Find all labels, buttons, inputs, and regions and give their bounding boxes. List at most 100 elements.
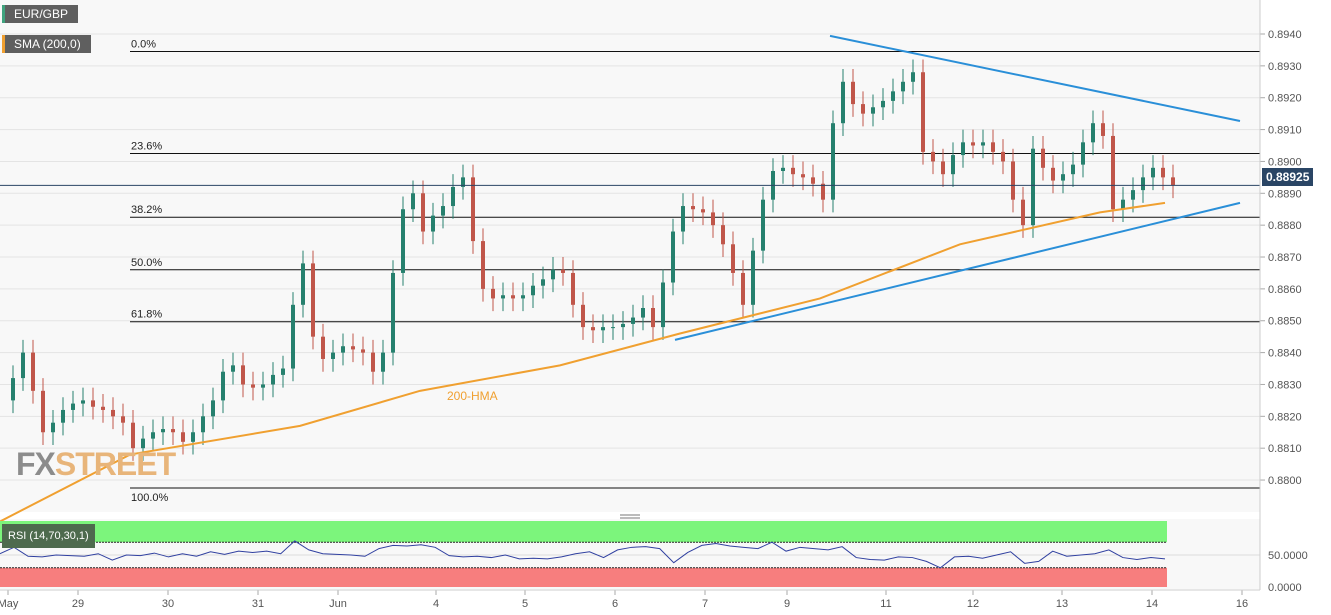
candle-body bbox=[151, 432, 155, 439]
y-tick-label: 0.8830 bbox=[1268, 379, 1302, 391]
candle-body bbox=[351, 346, 355, 350]
candle-body bbox=[721, 225, 725, 245]
candle-body bbox=[1091, 123, 1095, 143]
candle-body bbox=[111, 409, 115, 417]
candle-body bbox=[1151, 167, 1155, 178]
candle-body bbox=[541, 279, 545, 286]
candle-body bbox=[431, 215, 435, 232]
y-tick-label: 0.8940 bbox=[1268, 29, 1302, 41]
candle-body bbox=[161, 429, 165, 433]
y-tick-label: 0.8810 bbox=[1268, 443, 1302, 455]
candle-body bbox=[801, 174, 805, 178]
candle-body bbox=[51, 422, 55, 433]
candle-body bbox=[571, 272, 575, 305]
trendline bbox=[674, 201, 1241, 341]
x-tick-label: 6 bbox=[612, 598, 618, 610]
candle-body bbox=[1051, 167, 1055, 181]
candle-body bbox=[381, 352, 385, 372]
candle-body bbox=[281, 368, 285, 375]
candle-body bbox=[871, 107, 875, 114]
candle-body bbox=[1171, 177, 1175, 186]
symbol-text: EUR/GBP bbox=[14, 7, 69, 21]
candle-body bbox=[1121, 199, 1125, 210]
candle-body bbox=[81, 400, 85, 404]
candle-body bbox=[991, 142, 995, 152]
fib-level-label: 61.8% bbox=[131, 309, 162, 321]
y-tick-label: 0.8860 bbox=[1268, 284, 1302, 296]
candle-body bbox=[901, 81, 905, 92]
candle-body bbox=[261, 384, 265, 388]
candle-body bbox=[191, 432, 195, 442]
candle-body bbox=[251, 384, 255, 388]
x-tick-label: 5 bbox=[522, 598, 528, 610]
candle-body bbox=[1031, 148, 1035, 226]
candle-body bbox=[781, 167, 785, 171]
rsi-tick-label: 50.0000 bbox=[1268, 550, 1308, 562]
candle-body bbox=[1131, 190, 1135, 200]
y-tick-label: 0.8850 bbox=[1268, 316, 1302, 328]
candle-body bbox=[221, 371, 225, 401]
candle-body bbox=[731, 244, 735, 273]
candle-body bbox=[601, 327, 605, 331]
candle-body bbox=[501, 295, 505, 299]
candle-body bbox=[1101, 123, 1105, 136]
candle-body bbox=[631, 317, 635, 324]
hma-200-line bbox=[0, 201, 1166, 523]
rsi-label[interactable]: RSI (14,70,30,1) bbox=[2, 524, 95, 548]
candle-body bbox=[181, 432, 185, 442]
y-tick-label: 0.8800 bbox=[1268, 475, 1302, 487]
candle-body bbox=[451, 186, 455, 207]
candle-body bbox=[331, 352, 335, 359]
symbol-label[interactable]: EUR/GBP bbox=[2, 5, 79, 23]
pane-resize-handle[interactable] bbox=[620, 514, 640, 519]
candle-body bbox=[611, 327, 615, 329]
candle-body bbox=[741, 272, 745, 305]
candle-body bbox=[241, 365, 245, 385]
y-tick-label: 0.8900 bbox=[1268, 156, 1302, 168]
candle-body bbox=[271, 374, 275, 385]
rsi-oversold-zone bbox=[0, 567, 1167, 587]
trendline bbox=[829, 34, 1241, 122]
candle-body bbox=[881, 100, 885, 108]
candle-body bbox=[681, 206, 685, 232]
x-tick-label: 30 bbox=[162, 598, 174, 610]
candle-body bbox=[941, 161, 945, 175]
y-tick-label: 0.8840 bbox=[1268, 348, 1302, 360]
candle-body bbox=[841, 81, 845, 124]
candle-body bbox=[1081, 142, 1085, 165]
indicator-label[interactable]: SMA (200,0) bbox=[2, 35, 91, 53]
candle-body bbox=[761, 199, 765, 251]
candle-body bbox=[141, 438, 145, 449]
x-tick-label: Jun bbox=[329, 598, 347, 610]
candle-body bbox=[561, 269, 565, 273]
x-tick-label: 16 bbox=[1236, 598, 1248, 610]
candle-body bbox=[491, 288, 495, 299]
candle-body bbox=[921, 72, 925, 152]
candle-body bbox=[401, 209, 405, 273]
rsi-line bbox=[0, 540, 1166, 569]
candle-body bbox=[1041, 148, 1045, 168]
fxstreet-logo: FXSTREET bbox=[16, 446, 176, 482]
candle-body bbox=[171, 429, 175, 433]
candle-body bbox=[291, 304, 295, 369]
candle-body bbox=[1001, 151, 1005, 162]
candle-body bbox=[851, 81, 855, 105]
candle-body bbox=[481, 241, 485, 289]
candle-body bbox=[341, 346, 345, 353]
fib-level-label: 0.0% bbox=[131, 39, 156, 51]
candle-body bbox=[471, 177, 475, 242]
candle-body bbox=[1161, 167, 1165, 178]
x-tick-label: 7 bbox=[702, 598, 708, 610]
y-tick-label: 0.8920 bbox=[1268, 93, 1302, 105]
candle-body bbox=[301, 263, 305, 305]
candle-body bbox=[101, 406, 105, 410]
candle-body bbox=[131, 422, 135, 449]
candle-body bbox=[1021, 199, 1025, 226]
x-tick-label: 12 bbox=[967, 598, 979, 610]
x-tick-label: 9 bbox=[784, 598, 790, 610]
x-tick-label: 4 bbox=[433, 598, 439, 610]
candle-body bbox=[321, 336, 325, 359]
candle-body bbox=[591, 327, 595, 331]
x-tick-label: 29 bbox=[72, 598, 84, 610]
